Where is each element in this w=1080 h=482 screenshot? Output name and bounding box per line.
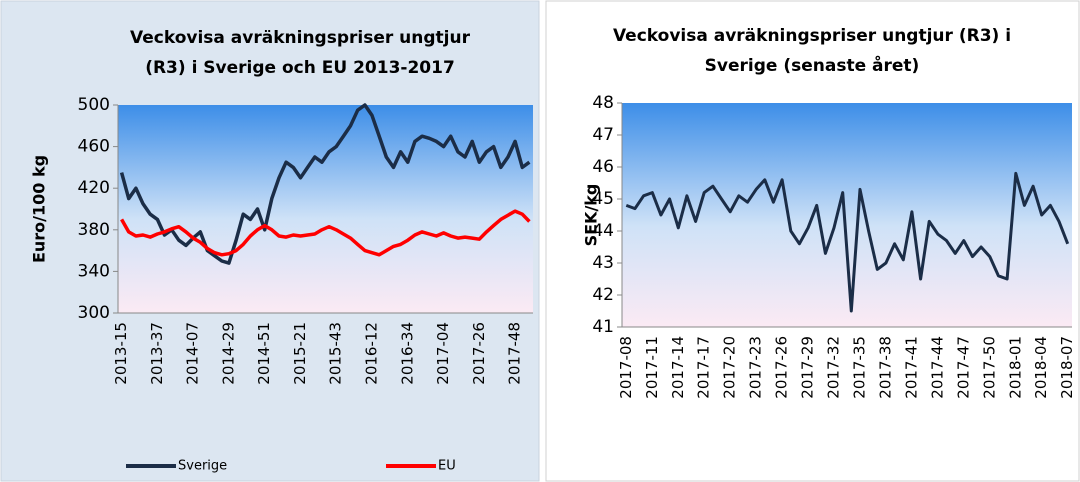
y-tick-label: 46 bbox=[592, 157, 614, 177]
series-line bbox=[625, 171, 1070, 313]
x-tick-label: 2015-21 bbox=[291, 322, 309, 385]
y-tick-label: 500 bbox=[78, 95, 110, 115]
legend-label: Sverige bbox=[178, 459, 227, 474]
x-tick-label: 2014-07 bbox=[184, 322, 202, 385]
chart-title: (R3) i Sverige och EU 2013-2017 bbox=[145, 58, 455, 78]
y-tick-label: 45 bbox=[592, 189, 614, 209]
y-tick-label: 340 bbox=[78, 261, 110, 281]
x-tick-label: 2014-51 bbox=[255, 322, 273, 385]
y-tick-label: 380 bbox=[78, 220, 110, 240]
chart-title: Sverige (senaste året) bbox=[705, 54, 920, 76]
chart-title: Veckovisa avräkningspriser ungtjur (R3) … bbox=[613, 26, 1011, 46]
plot-area bbox=[622, 103, 1072, 327]
x-tick-label: 2017-50 bbox=[980, 336, 998, 399]
x-tick-label: 2017-29 bbox=[799, 336, 817, 399]
y-tick-label: 41 bbox=[592, 317, 614, 337]
y-tick-label: 42 bbox=[592, 285, 614, 305]
x-tick-label: 2013-37 bbox=[148, 322, 166, 385]
x-tick-label: 2017-04 bbox=[434, 322, 452, 385]
x-tick-label: 2017-44 bbox=[928, 336, 946, 399]
x-tick-label: 2017-17 bbox=[695, 336, 713, 399]
x-tick-label: 2018-04 bbox=[1032, 336, 1050, 399]
x-tick-label: 2017-32 bbox=[825, 336, 843, 399]
y-tick-label: 460 bbox=[78, 137, 110, 157]
y-tick-label: 300 bbox=[78, 303, 110, 323]
x-tick-label: 2017-11 bbox=[643, 336, 661, 399]
y-axis-label: Euro/100 kg bbox=[30, 155, 49, 263]
x-tick-label: 2013-15 bbox=[112, 322, 130, 385]
x-tick-label: 2017-20 bbox=[721, 336, 739, 399]
y-tick-label: 420 bbox=[78, 178, 110, 198]
chart-title: Veckovisa avräkningspriser ungtjur bbox=[130, 28, 471, 48]
y-tick-label: 43 bbox=[592, 253, 614, 273]
x-tick-label: 2017-26 bbox=[470, 322, 488, 385]
x-tick-label: 2017-47 bbox=[954, 336, 972, 399]
x-tick-label: 2016-34 bbox=[398, 322, 416, 385]
x-tick-label: 2017-41 bbox=[902, 336, 920, 399]
x-tick-label: 2018-07 bbox=[1058, 336, 1076, 399]
x-tick-label: 2015-43 bbox=[327, 322, 345, 385]
x-tick-label: 2017-08 bbox=[617, 336, 635, 399]
plot-area bbox=[118, 105, 533, 313]
legend-label: EU bbox=[438, 459, 456, 474]
x-tick-label: 2017-35 bbox=[850, 336, 868, 399]
series-line bbox=[119, 103, 531, 265]
x-tick-label: 2016-12 bbox=[363, 322, 381, 385]
x-tick-label: 2017-26 bbox=[773, 336, 791, 399]
x-tick-label: 2017-14 bbox=[669, 336, 687, 399]
x-tick-label: 2018-01 bbox=[1006, 336, 1024, 399]
y-tick-label: 47 bbox=[592, 125, 614, 145]
x-tick-label: 2017-38 bbox=[876, 336, 894, 399]
x-tick-label: 2014-29 bbox=[219, 322, 237, 385]
y-tick-label: 44 bbox=[592, 221, 614, 241]
x-tick-label: 2017-23 bbox=[747, 336, 765, 399]
y-axis-label: SEK/kg bbox=[582, 184, 601, 247]
series-line bbox=[120, 209, 531, 257]
y-tick-label: 48 bbox=[592, 93, 614, 113]
x-tick-label: 2017-48 bbox=[506, 322, 524, 385]
